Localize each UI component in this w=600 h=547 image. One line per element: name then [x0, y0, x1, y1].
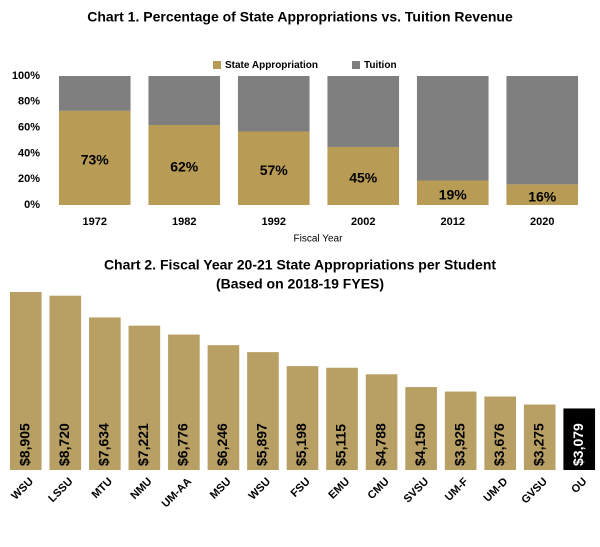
data-label: $5,897 — [254, 423, 270, 466]
bar — [563, 408, 596, 470]
x-tick-label: 1992 — [262, 216, 286, 228]
legend-swatch — [351, 61, 360, 69]
bar — [365, 374, 398, 470]
legend-label: Tuition — [364, 60, 397, 71]
x-tick-label: SVSU — [402, 476, 432, 506]
data-label: 19% — [439, 186, 468, 202]
data-label: $8,905 — [16, 423, 32, 466]
data-label: $4,788 — [372, 423, 388, 466]
data-label: $6,246 — [214, 423, 230, 466]
y-tick-label: 100% — [12, 70, 40, 82]
chart2-subtitle: (Based on 2018-19 FYES) — [216, 276, 384, 292]
y-tick-label: 20% — [18, 173, 40, 185]
data-label: 73% — [81, 152, 110, 168]
bar-segment — [416, 180, 489, 205]
bar — [405, 387, 437, 470]
data-label: $5,115 — [333, 424, 349, 466]
bar-segment — [237, 131, 310, 205]
bar — [168, 334, 200, 470]
x-tick-label: WSU — [9, 476, 36, 503]
bar — [286, 366, 319, 470]
x-tick-label: CMU — [366, 476, 392, 502]
bar — [9, 292, 42, 470]
data-label: $4,150 — [412, 423, 428, 466]
bar — [89, 317, 121, 470]
data-label: $3,925 — [451, 423, 467, 466]
data-label: $7,634 — [96, 423, 112, 466]
data-label: $7,221 — [135, 423, 151, 466]
x-tick-label: UM-AA — [160, 476, 194, 510]
chart1-title: Chart 1. Percentage of State Appropriati… — [87, 9, 513, 25]
bar-segment — [327, 146, 400, 205]
y-tick-label: 40% — [18, 147, 40, 159]
bar-segment — [58, 110, 131, 205]
bar-segment — [327, 76, 400, 147]
bar-segment — [416, 76, 489, 181]
x-tick-label: MTU — [90, 476, 115, 501]
x-tick-label: EMU — [326, 476, 352, 502]
bar-segment — [148, 76, 221, 126]
bar — [326, 367, 358, 470]
data-label: $3,079 — [570, 423, 586, 466]
y-tick-label: 60% — [18, 122, 40, 134]
bar — [49, 295, 82, 470]
bar — [128, 325, 161, 470]
x-tick-label: UM-F — [443, 476, 471, 504]
legend-label: State Appropriation — [225, 60, 318, 71]
data-label: 45% — [349, 170, 378, 186]
bar — [444, 391, 477, 470]
x-tick-label: WSU — [247, 476, 274, 503]
data-label: $3,676 — [491, 423, 507, 466]
data-label: $8,720 — [56, 423, 72, 466]
chart2-title: Chart 2. Fiscal Year 20-21 State Appropr… — [104, 257, 496, 273]
x-tick-label: MSU — [208, 476, 234, 502]
x-tick-label: NMU — [128, 476, 154, 502]
x-tick-label: OU — [569, 476, 589, 496]
x-tick-label: GVSU — [519, 476, 550, 507]
y-tick-label: 80% — [18, 96, 40, 108]
y-tick-label: 0% — [24, 199, 40, 211]
bar-segment — [148, 125, 221, 205]
x-tick-label: 1972 — [83, 216, 107, 228]
x-tick-label: 2002 — [351, 216, 375, 228]
bar — [247, 352, 279, 470]
bar-segment — [506, 76, 579, 185]
bar-segment — [506, 184, 579, 205]
x-tick-label: 1982 — [172, 216, 196, 228]
bar — [207, 345, 240, 470]
data-label: 57% — [260, 162, 289, 178]
legend-swatch — [213, 61, 221, 69]
data-label: 16% — [528, 188, 557, 204]
bar-segment — [237, 76, 310, 132]
data-label: $5,198 — [293, 423, 309, 466]
data-label: 62% — [170, 159, 199, 175]
x-axis-label: Fiscal Year — [294, 234, 344, 245]
bar — [484, 396, 516, 470]
x-tick-label: FSU — [289, 476, 313, 500]
x-tick-label: UM-D — [482, 476, 511, 505]
x-tick-label: LSSU — [46, 476, 75, 505]
bar — [523, 404, 556, 470]
x-tick-label: 2020 — [530, 216, 554, 228]
data-label: $3,275 — [530, 423, 546, 466]
x-tick-label: 2012 — [441, 216, 465, 228]
data-label: $6,776 — [175, 423, 191, 466]
bar-segment — [58, 76, 131, 111]
